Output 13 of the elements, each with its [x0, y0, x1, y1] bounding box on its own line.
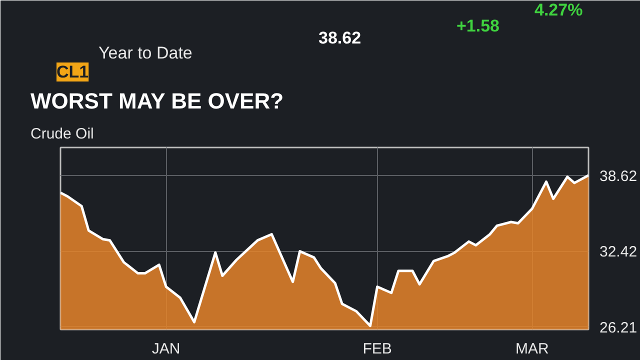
chart-title: WORST MAY BE OVER? — [30, 88, 284, 114]
text: +1.58 — [456, 16, 500, 36]
y-tick-label: 32.42 — [600, 244, 638, 261]
x-tick-label: FEB — [362, 340, 392, 358]
chart-subtitle: Crude Oil — [30, 126, 94, 142]
x-tick-label: MAR — [516, 340, 550, 358]
text: 38.62 — [318, 28, 362, 48]
text: 4.27% — [534, 0, 583, 20]
x-tick-label: JAN — [152, 340, 180, 358]
y-tick-label: 26.21 — [600, 319, 638, 336]
y-tick-label: 38.62 — [600, 168, 638, 185]
text: CL1 — [56, 62, 89, 82]
text: Year to Date — [98, 44, 192, 62]
